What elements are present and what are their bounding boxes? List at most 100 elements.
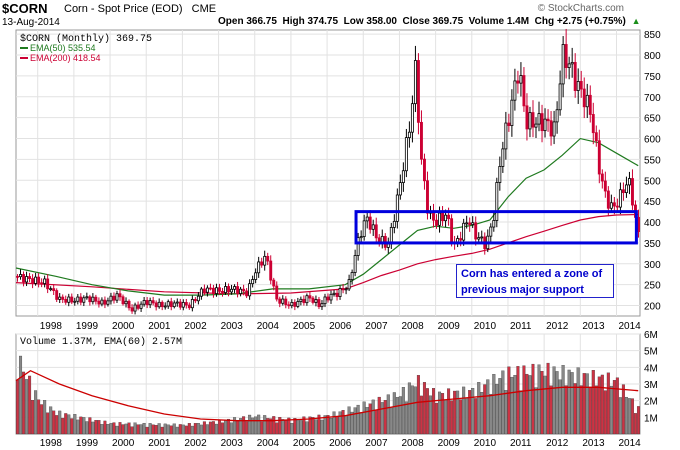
triangle-up-icon: ▲ — [631, 16, 641, 26]
candle-body — [175, 301, 179, 304]
volume-bar — [160, 426, 164, 435]
volume-bar — [22, 371, 26, 435]
volume-bar — [269, 418, 273, 435]
volume-bar — [386, 394, 390, 435]
candle-body — [450, 218, 454, 243]
volume-bar — [447, 388, 451, 435]
price-tick-label: 750 — [644, 72, 661, 83]
volume-tick-label: 4M — [644, 363, 658, 374]
volume-bar — [444, 399, 448, 435]
volume-bar — [585, 373, 589, 435]
price-x-axis: 1998 1999 2000 2001 2002 2003 2004 2005 2006 2007… — [40, 321, 641, 332]
candle-body — [423, 158, 426, 182]
volume-bar — [58, 410, 62, 435]
candle-body — [447, 214, 451, 220]
candle-body — [426, 180, 429, 214]
volume-tick-label: 2M — [644, 397, 658, 408]
candle-body — [145, 300, 149, 306]
candle-body — [314, 299, 318, 303]
volume-bar — [612, 380, 616, 435]
candle-body — [218, 287, 221, 292]
candle-body — [37, 276, 41, 284]
volume-bar — [498, 378, 502, 435]
volume-bar — [193, 423, 197, 435]
candle-body — [199, 288, 203, 297]
year-tick-label: 1999 — [76, 438, 99, 449]
candle-body — [58, 296, 62, 300]
volume-bar — [428, 395, 432, 435]
year-tick-label: 2005 — [293, 438, 316, 449]
candle-body — [519, 75, 523, 84]
candle-body — [49, 288, 53, 291]
candle-body — [576, 81, 580, 91]
year-tick-label: 1999 — [76, 321, 99, 332]
volume-bar — [46, 412, 50, 435]
volume-bar — [82, 417, 86, 435]
volume-bar — [211, 421, 215, 435]
legend-ema200: EMA(200) 418.54 — [30, 53, 101, 63]
volume-legend: Volume 1.37M, EMA(60) 2.57M — [20, 336, 182, 348]
candle-body — [25, 276, 29, 283]
volume-bar — [374, 409, 378, 435]
volume-bar — [242, 416, 246, 435]
volume-bar — [558, 379, 562, 435]
volume-bar — [627, 398, 631, 435]
volume-bar — [172, 423, 176, 435]
candle-body — [624, 184, 628, 194]
candle-body — [184, 302, 188, 306]
volume-bar — [70, 418, 74, 435]
candle-body — [290, 302, 294, 307]
candle-body — [410, 103, 414, 133]
candle-body — [504, 122, 508, 150]
candle-body — [269, 260, 273, 281]
candle-body — [549, 120, 553, 137]
candle-body — [272, 279, 276, 287]
volume-bar — [618, 397, 622, 435]
volume-bar — [52, 410, 56, 435]
volume-bar — [112, 422, 116, 435]
volume-bar — [139, 424, 143, 435]
volume-bar — [624, 396, 628, 435]
year-tick-label: 2006 — [329, 321, 352, 332]
candle-body — [353, 255, 357, 273]
candle-body — [130, 307, 134, 312]
volume-bar — [356, 404, 360, 435]
candle-body — [88, 296, 92, 303]
candle-body — [181, 302, 185, 308]
candle-body — [73, 300, 77, 303]
candle-body — [169, 301, 173, 308]
volume-bar — [501, 370, 505, 435]
price-tick-label: 500 — [644, 176, 661, 187]
volume-bar — [353, 407, 357, 435]
volume-x-axis: 1998 1999 2000 2001 2002 2003 2004 2005 2006 2007… — [40, 438, 641, 449]
candle-body — [94, 296, 98, 302]
volume-bar — [633, 413, 637, 435]
candle-body — [507, 122, 511, 126]
volume-bar — [489, 393, 493, 435]
candle-body — [172, 302, 176, 308]
candle-body — [91, 296, 95, 303]
candle-body — [612, 202, 616, 207]
year-tick-label: 2005 — [293, 321, 316, 332]
candle-body — [236, 286, 240, 294]
candle-body — [64, 299, 68, 303]
volume-bar — [495, 383, 499, 435]
candle-body — [109, 295, 113, 302]
stockcharts-logo: © StockCharts.com — [538, 3, 624, 14]
volume-bar — [435, 402, 439, 435]
candle-body — [594, 132, 598, 142]
candle-body — [251, 279, 255, 285]
volume-bar — [187, 423, 191, 435]
candle-body — [332, 292, 336, 295]
candle-body — [477, 237, 481, 240]
volume-bar — [534, 387, 538, 435]
year-tick-label: 2000 — [112, 438, 135, 449]
volume-bar — [522, 365, 526, 435]
year-tick-label: 2006 — [329, 438, 352, 449]
volume-tick-label: 6M — [644, 330, 658, 341]
candle-body — [471, 222, 475, 225]
candle-body — [166, 301, 170, 307]
year-tick-label: 2013 — [582, 438, 605, 449]
candle-body — [85, 296, 89, 299]
candle-body — [567, 63, 571, 68]
